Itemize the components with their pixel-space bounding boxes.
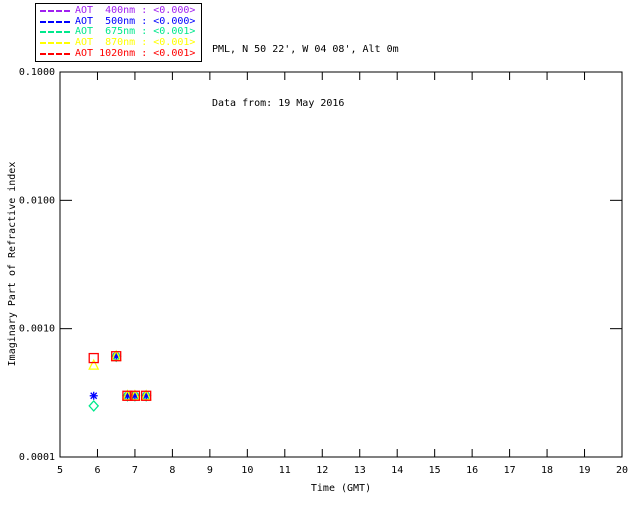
- legend-item: AOT 400nm : <0.000>: [40, 6, 197, 16]
- marker-aot-1020nm: [129, 390, 141, 401]
- data-date-text: Data from: 19 May 2016: [212, 98, 345, 109]
- site-location-text: PML, N 50 22', W 04 08', Alt 0m: [212, 44, 399, 55]
- y-tick-label: 0.1000: [19, 67, 55, 78]
- marker-aot-1020nm: [88, 352, 99, 364]
- legend-line-sample: [40, 42, 70, 45]
- plot-header: PML, N 50 22', W 04 08', Alt 0m Data fro…: [212, 5, 399, 149]
- legend-item: AOT 500nm : <0.000>: [40, 15, 197, 27]
- legend-item: AOT 870nm : <0.001>: [40, 38, 197, 48]
- y-axis-label: Imaginary Part of Refractive index: [7, 162, 18, 367]
- marker-aot-870nm: [88, 358, 100, 370]
- x-tick-label: 14: [391, 465, 403, 476]
- legend-item: AOT 675nm : <0.001>: [40, 27, 197, 37]
- marker-aot-1020nm: [141, 390, 152, 401]
- x-tick-label: 19: [579, 465, 591, 476]
- x-tick-label: 12: [316, 465, 328, 476]
- x-tick-label: 7: [132, 465, 138, 476]
- x-tick-label: 10: [241, 465, 253, 476]
- legend-line-sample: [40, 31, 70, 34]
- x-axis-label: Time (GMT): [311, 483, 371, 494]
- marker-aot-1020nm: [122, 390, 133, 401]
- legend-line-sample: [40, 52, 70, 55]
- y-tick-label: 0.0001: [19, 452, 55, 463]
- x-tick-label: 8: [169, 465, 175, 476]
- legend-label: AOT 1020nm : <0.001>: [75, 47, 196, 59]
- y-tick-label: 0.0010: [19, 324, 55, 335]
- y-tick-label: 0.0100: [19, 195, 55, 206]
- plot-frame: [59, 71, 623, 458]
- legend-box: AOT 400nm : <0.000> AOT 500nm : <0.000> AO…: [35, 3, 202, 62]
- x-tick-label: 17: [504, 465, 516, 476]
- legend-line-sample: [40, 10, 70, 13]
- marker-aot-500nm: [90, 392, 98, 400]
- x-tick-label: 11: [279, 465, 291, 476]
- marker-aot-675nm: [88, 399, 100, 412]
- x-tick-label: 5: [57, 465, 63, 476]
- marker-aot-1020nm: [111, 351, 122, 362]
- legend-label: AOT 675nm : <0.001>: [75, 26, 196, 38]
- legend-label: AOT 400nm : <0.000>: [75, 5, 196, 17]
- x-tick-label: 20: [616, 465, 628, 476]
- legend-label: AOT 870nm : <0.001>: [75, 37, 196, 49]
- data-points: [88, 349, 152, 412]
- x-tick-label: 13: [354, 465, 366, 476]
- x-tick-label: 18: [541, 465, 553, 476]
- plot-axes: 5 6 7 8 9 10 11 12 13 14 15 16 17 18 19 20 0.1000 0.0100 0…: [19, 67, 628, 476]
- x-tick-label: 15: [429, 465, 441, 476]
- x-tick-label: 6: [94, 465, 100, 476]
- legend-line-sample: [40, 20, 70, 23]
- x-tick-label: 16: [466, 465, 478, 476]
- legend-label: AOT 500nm : <0.000>: [75, 15, 196, 27]
- x-tick-label: 9: [207, 465, 213, 476]
- legend-item: AOT 1020nm : <0.001>: [40, 47, 197, 59]
